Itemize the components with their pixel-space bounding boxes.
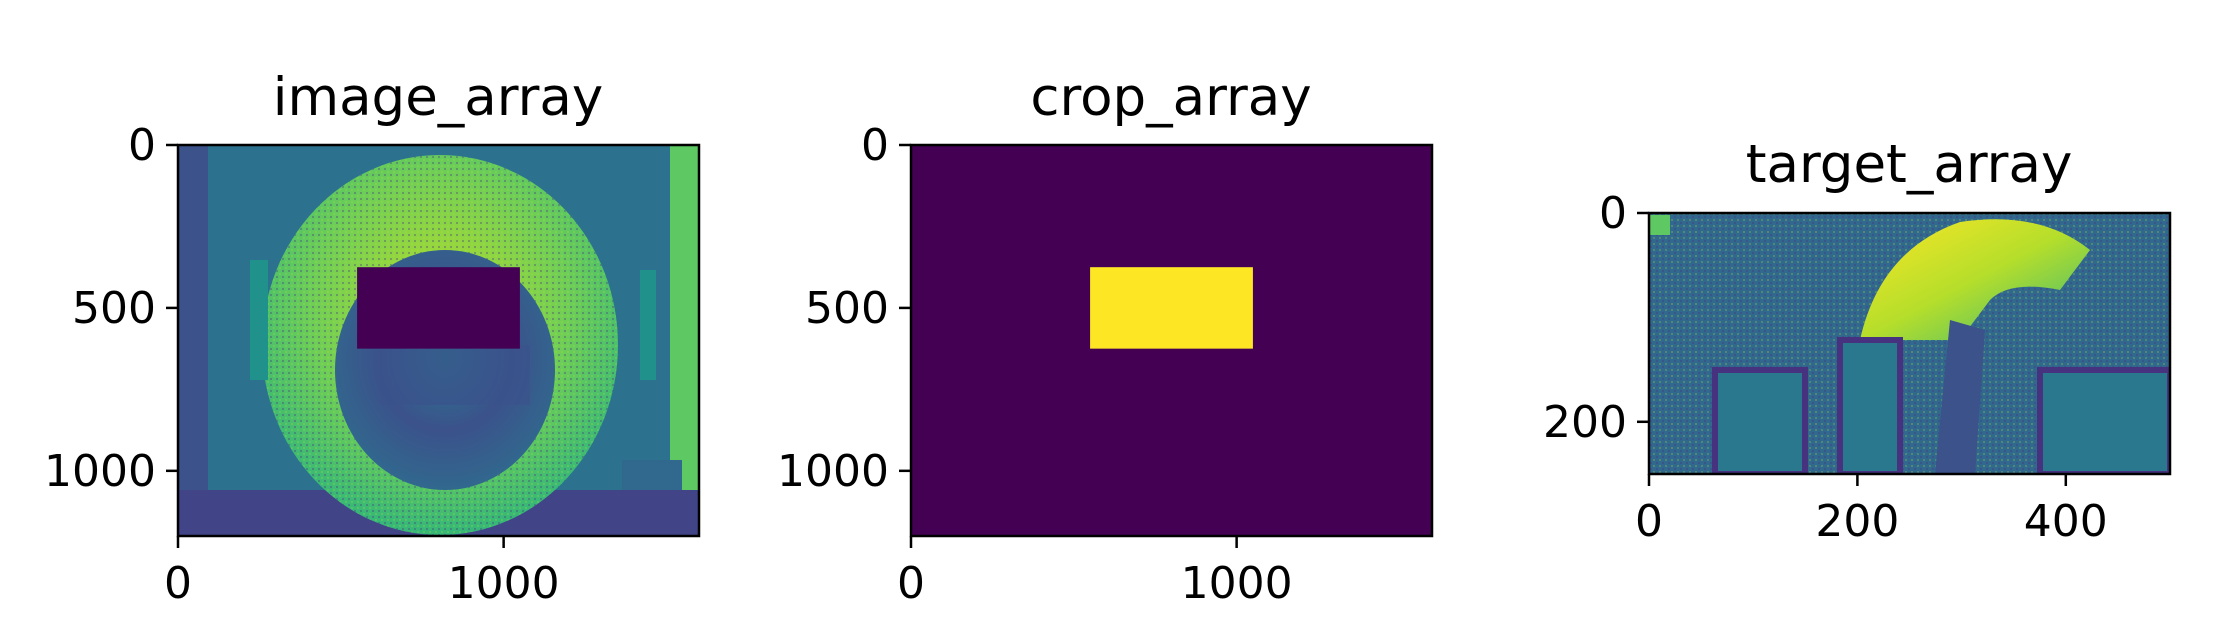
image-array-y-ticks: 0 500 1000 (44, 120, 178, 497)
x-tick-label: 0 (897, 558, 925, 609)
x-tick-label: 200 (1815, 496, 1899, 547)
x-tick-label: 1000 (1181, 558, 1293, 609)
plot-frame (176, 143, 701, 538)
image-array-x-ticks: 0 1000 (164, 536, 560, 609)
y-tick-label: 0 (861, 120, 889, 171)
panel-image-array: image_array 0 1000 0 500 1000 (44, 67, 701, 609)
target-array-raster (1649, 213, 2170, 474)
target-array-x-ticks: 0 200 400 (1635, 474, 2108, 547)
plot-frame (909, 143, 1434, 538)
crop-array-highlight (1090, 267, 1253, 349)
plot-frame (1647, 211, 2172, 476)
y-tick-label: 500 (72, 283, 156, 334)
y-tick-label: 0 (1599, 188, 1627, 239)
panel-title: image_array (273, 67, 604, 128)
x-tick-label: 1000 (448, 558, 560, 609)
y-tick-label: 500 (805, 283, 889, 334)
panel-crop-array: crop_array 0 1000 0 500 1000 (777, 67, 1434, 609)
target-array-y-ticks: 0 200 (1543, 188, 1649, 448)
x-tick-label: 0 (164, 558, 192, 609)
image-array-mask (357, 267, 520, 349)
panel-title: target_array (1746, 134, 2073, 195)
panel-title: crop_array (1030, 67, 1311, 128)
crop-array-y-ticks: 0 500 1000 (777, 120, 911, 497)
y-tick-label: 200 (1543, 397, 1627, 448)
x-tick-label: 0 (1635, 496, 1663, 547)
y-tick-label: 1000 (44, 446, 156, 497)
y-tick-label: 1000 (777, 446, 889, 497)
y-tick-label: 0 (128, 120, 156, 171)
crop-array-x-ticks: 0 1000 (897, 536, 1293, 609)
x-tick-label: 400 (2024, 496, 2108, 547)
